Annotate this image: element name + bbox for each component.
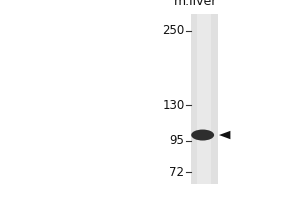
Ellipse shape [191, 130, 214, 141]
Text: 250: 250 [162, 24, 184, 37]
Bar [197, 14, 211, 184]
Text: 130: 130 [162, 99, 184, 112]
Text: m.liver: m.liver [174, 0, 218, 8]
Polygon shape [219, 131, 230, 139]
Bar [190, 14, 218, 184]
Text: 72: 72 [169, 166, 184, 179]
Text: 95: 95 [169, 134, 184, 147]
